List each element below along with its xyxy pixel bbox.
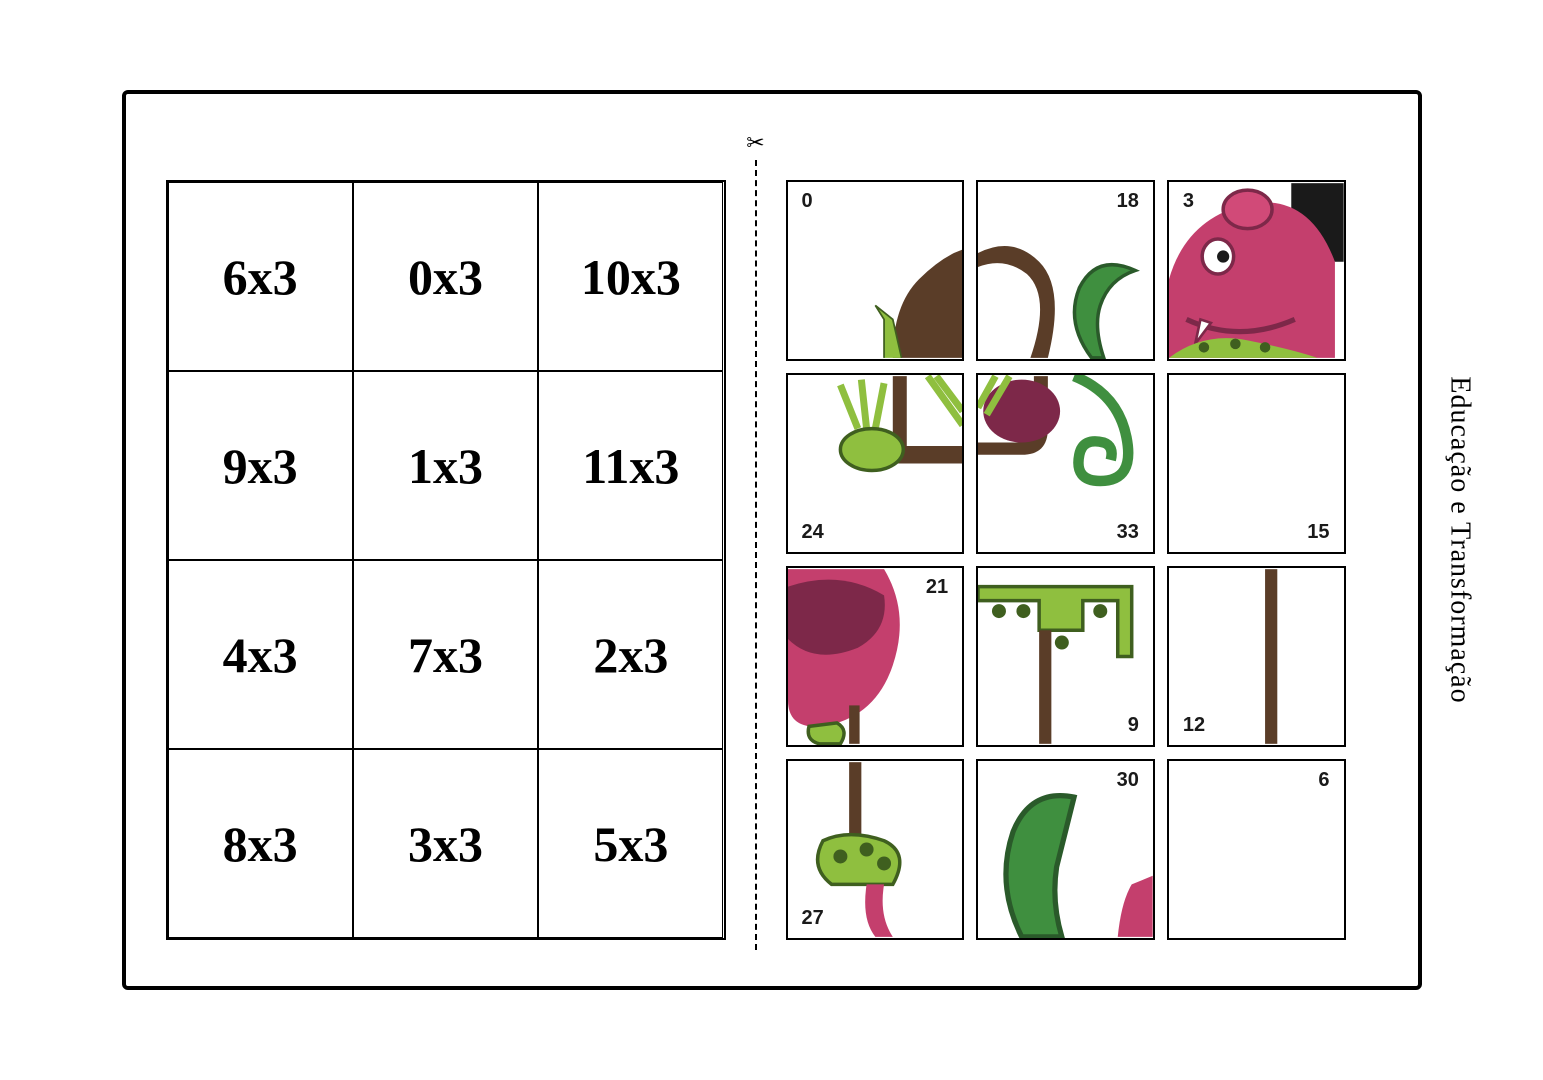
mult-cell: 3x3 <box>353 749 538 938</box>
puzzle-tile: 0 <box>786 180 965 361</box>
puzzle-tile: 27 <box>786 759 965 940</box>
puzzle-tile: 30 <box>976 759 1155 940</box>
worksheet-page: 6x3 0x3 10x3 9x3 1x3 11x3 4x3 7x3 2x3 8x… <box>122 90 1422 990</box>
tile-number: 18 <box>1111 186 1145 217</box>
cut-divider: ✂ <box>736 130 776 950</box>
tile-number: 33 <box>1111 517 1145 548</box>
puzzle-tile: 33 <box>976 373 1155 554</box>
tile-number: 15 <box>1301 517 1335 548</box>
mult-cell: 11x3 <box>538 371 723 560</box>
tile-number: 6 <box>1312 765 1335 796</box>
puzzle-tile: 6 <box>1167 759 1346 940</box>
mult-cell: 8x3 <box>168 749 353 938</box>
puzzle-tile: 24 <box>786 373 965 554</box>
mult-cell: 7x3 <box>353 560 538 749</box>
mult-cell: 6x3 <box>168 182 353 371</box>
tile-number: 30 <box>1111 765 1145 796</box>
mult-cell: 2x3 <box>538 560 723 749</box>
tile-number: 27 <box>796 903 830 934</box>
tile-number: 12 <box>1177 710 1211 741</box>
mult-cell: 9x3 <box>168 371 353 560</box>
mult-cell: 1x3 <box>353 371 538 560</box>
mult-cell: 10x3 <box>538 182 723 371</box>
scissors-icon: ✂ <box>746 130 764 156</box>
puzzle-tile: 21 <box>786 566 965 747</box>
tile-number: 21 <box>920 572 954 603</box>
puzzle-tile: 15 <box>1167 373 1346 554</box>
puzzle-tile: 9 <box>976 566 1155 747</box>
tile-number: 3 <box>1177 186 1200 217</box>
multiplication-grid: 6x3 0x3 10x3 9x3 1x3 11x3 4x3 7x3 2x3 8x… <box>166 180 726 940</box>
mult-cell: 0x3 <box>353 182 538 371</box>
tile-number: 0 <box>796 186 819 217</box>
mult-cell: 4x3 <box>168 560 353 749</box>
puzzle-grid: 0 18 3 <box>786 180 1346 940</box>
side-label: Educação e Transformação <box>1444 376 1476 703</box>
puzzle-tile: 12 <box>1167 566 1346 747</box>
puzzle-tile: 3 <box>1167 180 1346 361</box>
tile-number: 9 <box>1122 710 1145 741</box>
cut-line <box>755 160 757 950</box>
tile-number: 24 <box>796 517 830 548</box>
mult-cell: 5x3 <box>538 749 723 938</box>
puzzle-tile: 18 <box>976 180 1155 361</box>
